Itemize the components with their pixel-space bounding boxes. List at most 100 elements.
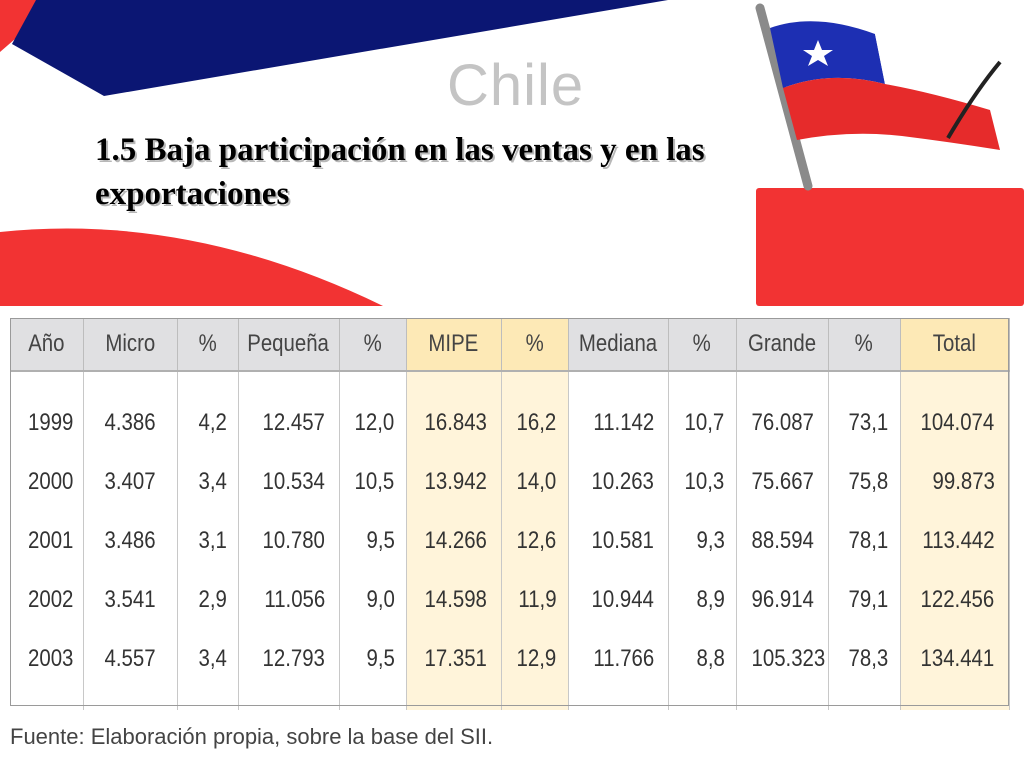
column-header-label: % bbox=[198, 330, 217, 357]
column-header: % bbox=[501, 318, 569, 372]
spacer-cell bbox=[406, 688, 502, 710]
year-cell: 1999 bbox=[10, 393, 84, 452]
table-cell: 78,3 bbox=[828, 629, 901, 688]
chile-logo: Chile bbox=[447, 53, 585, 118]
table-cell: 3.541 bbox=[83, 570, 178, 629]
table-cell: 10,3 bbox=[668, 452, 737, 511]
cell-value: 2,9 bbox=[198, 585, 227, 613]
year-cell: 2003 bbox=[10, 629, 84, 688]
chile-flag-icon bbox=[755, 3, 1002, 191]
column-header: MIPE bbox=[406, 318, 502, 372]
spacer-cell bbox=[238, 371, 340, 393]
cell-value: 134.441 bbox=[920, 644, 994, 672]
slide-background-decoration bbox=[0, 0, 1024, 306]
cell-value: 3.541 bbox=[104, 585, 156, 613]
cell-value: 3.407 bbox=[104, 467, 156, 495]
spacer-cell bbox=[828, 371, 901, 393]
cell-value: 9,0 bbox=[366, 585, 395, 613]
table-cell: 134.441 bbox=[900, 629, 1010, 688]
table-cell: 11,9 bbox=[501, 570, 569, 629]
column-header: Pequeña bbox=[238, 318, 340, 372]
cell-value: 78,1 bbox=[848, 526, 888, 554]
table-cell: 10.780 bbox=[238, 511, 340, 570]
table-cell: 3,4 bbox=[177, 629, 239, 688]
column-header-label: Total bbox=[932, 330, 977, 357]
table-cell: 113.442 bbox=[900, 511, 1010, 570]
table-cell: 14,0 bbox=[501, 452, 569, 511]
column-header-label: % bbox=[692, 330, 712, 357]
table-cell: 16,2 bbox=[501, 393, 569, 452]
table-cell: 104.074 bbox=[900, 393, 1010, 452]
spacer-cell bbox=[568, 688, 669, 710]
table-cell: 78,1 bbox=[828, 511, 901, 570]
cell-value: 11.056 bbox=[264, 585, 326, 613]
cell-value: 12,6 bbox=[516, 526, 556, 554]
cell-value: 14.266 bbox=[424, 526, 487, 554]
table-cell: 88.594 bbox=[736, 511, 829, 570]
cell-value: 9,5 bbox=[366, 526, 395, 554]
cell-value: 9,5 bbox=[366, 644, 395, 672]
spacer-cell bbox=[736, 371, 829, 393]
cell-value: 2003 bbox=[28, 644, 74, 672]
spacer-cell bbox=[828, 688, 901, 710]
table-cell: 4.386 bbox=[83, 393, 178, 452]
cell-value: 78,3 bbox=[848, 644, 888, 672]
cell-value: 73,1 bbox=[848, 408, 888, 436]
year-cell: 2001 bbox=[10, 511, 84, 570]
cell-value: 14.598 bbox=[424, 585, 487, 613]
table-cell: 3.407 bbox=[83, 452, 178, 511]
table-cell: 10,7 bbox=[668, 393, 737, 452]
table-cell: 10.263 bbox=[568, 452, 669, 511]
spacer-cell bbox=[83, 371, 178, 393]
cell-value: 96.914 bbox=[751, 585, 814, 613]
table-spacer-row bbox=[10, 688, 1010, 710]
cell-value: 2002 bbox=[28, 585, 74, 613]
table-cell: 3,4 bbox=[177, 452, 239, 511]
cell-value: 2001 bbox=[28, 526, 74, 554]
column-header-label: % bbox=[525, 330, 544, 357]
column-header: % bbox=[177, 318, 239, 372]
sales-table: Año Micro% Pequeña% MIPE% Mediana% Grande% Tot… bbox=[10, 318, 1010, 710]
spacer-cell bbox=[668, 371, 737, 393]
cell-value: 1999 bbox=[28, 408, 74, 436]
table-cell: 4,2 bbox=[177, 393, 239, 452]
table-cell: 10,5 bbox=[339, 452, 407, 511]
cell-value: 3,1 bbox=[198, 526, 227, 554]
table-cell: 9,0 bbox=[339, 570, 407, 629]
spacer-cell bbox=[501, 688, 569, 710]
column-header-label: Mediana bbox=[578, 330, 658, 357]
table-cell: 75,8 bbox=[828, 452, 901, 511]
cell-value: 75.667 bbox=[751, 467, 814, 495]
cell-value: 3.486 bbox=[104, 526, 156, 554]
cell-value: 13.942 bbox=[424, 467, 487, 495]
cell-value: 8,8 bbox=[696, 644, 725, 672]
table-cell: 12,6 bbox=[501, 511, 569, 570]
spacer-cell bbox=[501, 371, 569, 393]
cell-value: 12,0 bbox=[354, 408, 394, 436]
table-row: 2003 4.557 3,4 12.793 9,5 17.351 12,9 11.766 8,8… bbox=[10, 629, 1010, 688]
table-cell: 16.843 bbox=[406, 393, 502, 452]
cell-value: 104.074 bbox=[920, 408, 994, 436]
table-cell: 3,1 bbox=[177, 511, 239, 570]
spacer-cell bbox=[177, 371, 239, 393]
bottom-left-red-arc bbox=[0, 228, 383, 306]
table-cell: 9,5 bbox=[339, 511, 407, 570]
column-header: Total bbox=[900, 318, 1010, 372]
table-cell: 12.793 bbox=[238, 629, 340, 688]
table-cell: 10.534 bbox=[238, 452, 340, 511]
column-header-label: Año bbox=[28, 330, 65, 357]
column-header: Año bbox=[10, 318, 84, 372]
table-header-row: Año Micro% Pequeña% MIPE% Mediana% Grande% Tot… bbox=[10, 318, 1010, 372]
column-header: % bbox=[668, 318, 737, 372]
spacer-cell bbox=[83, 688, 178, 710]
cell-value: 10.263 bbox=[591, 467, 654, 495]
column-header-label: % bbox=[363, 330, 382, 357]
cell-value: 16,2 bbox=[516, 408, 556, 436]
spacer-cell bbox=[339, 688, 407, 710]
slide-title: 1.5 Baja participación en las ventas y e… bbox=[95, 132, 705, 212]
table-cell: 13.942 bbox=[406, 452, 502, 511]
cell-value: 10.534 bbox=[262, 467, 325, 495]
cell-value: 12.457 bbox=[262, 408, 325, 436]
table-cell: 12,0 bbox=[339, 393, 407, 452]
table-spacer-row bbox=[10, 371, 1010, 393]
